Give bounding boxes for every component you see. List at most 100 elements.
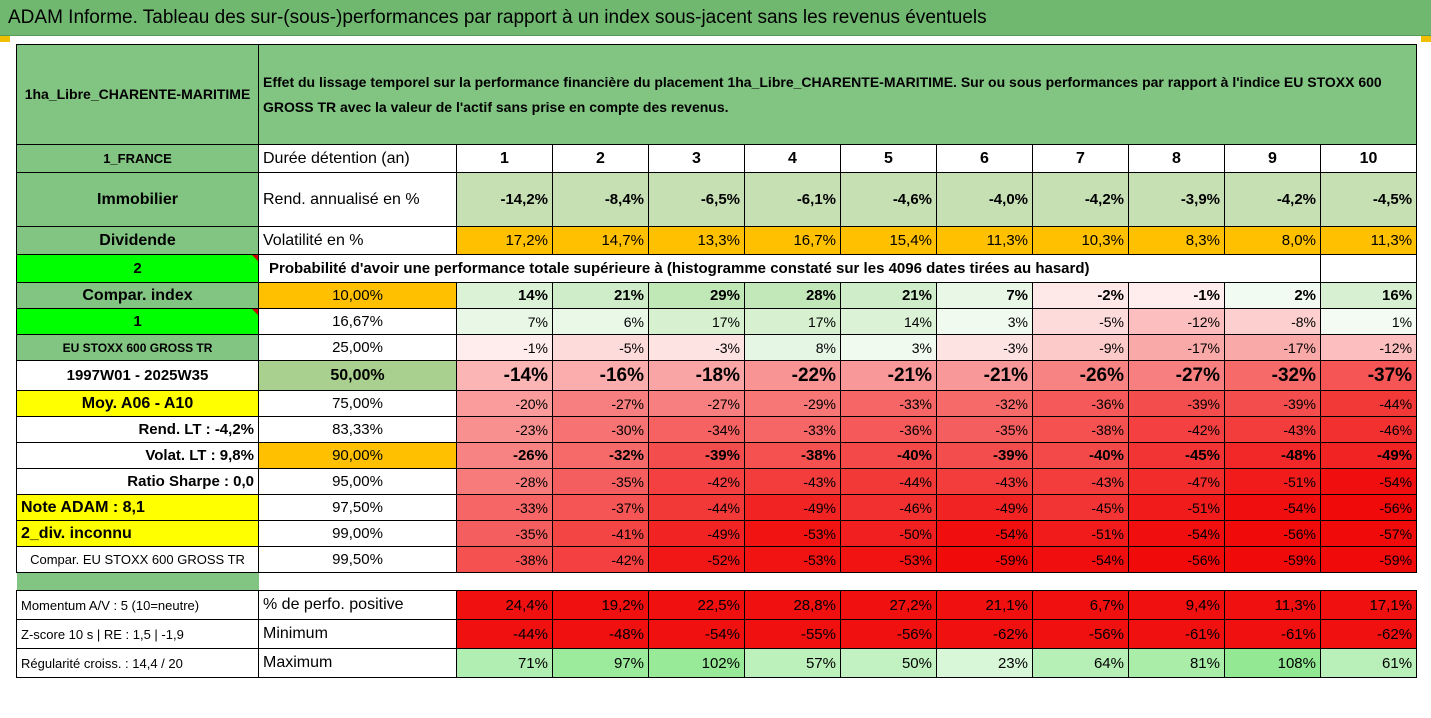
blank-cell bbox=[937, 573, 1033, 591]
blank-cell bbox=[1033, 573, 1129, 591]
probability-cell: -37% bbox=[552, 494, 649, 521]
probability-cell: -40% bbox=[840, 442, 937, 469]
maximum-cell: 23% bbox=[936, 648, 1033, 678]
maximum-cell: 64% bbox=[1032, 648, 1129, 678]
duration-label: Durée détention (an) bbox=[258, 144, 457, 173]
probability-cell: 21% bbox=[840, 282, 937, 309]
probability-cell: -41% bbox=[552, 520, 649, 547]
probability-cell: -12% bbox=[1319, 334, 1418, 361]
probability-cell: -59% bbox=[1319, 546, 1418, 573]
sharpe-label: Ratio Sharpe : 0,0 bbox=[16, 468, 259, 495]
year-cell: 3 bbox=[648, 144, 745, 173]
maximum-cell: 71% bbox=[456, 648, 553, 678]
probability-cell: -53% bbox=[744, 546, 841, 573]
probability-cell: -22% bbox=[744, 360, 841, 391]
probability-row: Volat. LT : 9,8% 90,00% -26% -32% -39% -38% -4… bbox=[16, 442, 1418, 469]
positive-cell: 19,2% bbox=[552, 590, 649, 620]
probability-cell: -43% bbox=[1032, 468, 1129, 495]
probability-cell: -3% bbox=[936, 334, 1033, 361]
probability-cell: -16% bbox=[552, 360, 649, 391]
rend-cell: -3,9% bbox=[1128, 172, 1225, 227]
probability-cell: -23% bbox=[456, 416, 553, 443]
vol-cell: 8,0% bbox=[1224, 226, 1321, 255]
blank-cell bbox=[841, 573, 937, 591]
probability-cell: -49% bbox=[648, 520, 745, 547]
rend-label: Rend. annualisé en % bbox=[258, 172, 457, 227]
maximum-cell: 108% bbox=[1224, 648, 1321, 678]
probability-cell: -51% bbox=[1224, 468, 1321, 495]
minimum-cell: -44% bbox=[456, 619, 553, 649]
probability-cell: -49% bbox=[936, 494, 1033, 521]
probability-threshold: 16,67% bbox=[258, 308, 457, 335]
probability-cell: -9% bbox=[1032, 334, 1129, 361]
probability-threshold: 75,00% bbox=[258, 390, 457, 417]
probability-cell: -35% bbox=[456, 520, 553, 547]
rend-cell: -6,5% bbox=[648, 172, 745, 227]
year-cell: 7 bbox=[1032, 144, 1129, 173]
probability-cell: -39% bbox=[936, 442, 1033, 469]
vol-cell: 13,3% bbox=[648, 226, 745, 255]
probability-cell: -40% bbox=[1032, 442, 1129, 469]
probability-cell: -21% bbox=[936, 360, 1033, 391]
probability-cell: 17% bbox=[648, 308, 745, 335]
probability-cell: -42% bbox=[552, 546, 649, 573]
rend-cell: -6,1% bbox=[744, 172, 841, 227]
rend-cell: -14,2% bbox=[456, 172, 553, 227]
minimum-cell: -61% bbox=[1128, 619, 1225, 649]
probability-cell: -21% bbox=[840, 360, 937, 391]
positive-cell: 9,4% bbox=[1128, 590, 1225, 620]
year-cell: 6 bbox=[936, 144, 1033, 173]
num2-label: 2 bbox=[16, 254, 259, 283]
vol-row: Dividende Volatilité en % 17,2% 14,7% 13… bbox=[16, 226, 1418, 255]
corner-marker bbox=[1421, 36, 1431, 42]
minimum-cell: -56% bbox=[840, 619, 937, 649]
probability-row: 2_div. inconnu 99,00% -35% -41% -49% -53% -50%… bbox=[16, 520, 1418, 547]
minimum-cell: -62% bbox=[1319, 619, 1418, 649]
probability-cell: -34% bbox=[648, 416, 745, 443]
probability-cell: -26% bbox=[1032, 360, 1129, 391]
probability-cell: -43% bbox=[1224, 416, 1321, 443]
probability-cell: 28% bbox=[744, 282, 841, 309]
probability-cell: -48% bbox=[1224, 442, 1321, 469]
probability-cell: 29% bbox=[648, 282, 745, 309]
probability-cell: 14% bbox=[456, 282, 553, 309]
corner-marker bbox=[0, 36, 10, 42]
probability-cell: -44% bbox=[648, 494, 745, 521]
moy-label: Moy. A06 - A10 bbox=[16, 390, 259, 417]
maximum-cell: 61% bbox=[1319, 648, 1418, 678]
probability-cell: -56% bbox=[1224, 520, 1321, 547]
vol-cell: 17,2% bbox=[456, 226, 553, 255]
note-label: Note ADAM : 8,1 bbox=[16, 494, 259, 521]
probability-cell: -56% bbox=[1128, 546, 1225, 573]
probability-cell: -36% bbox=[840, 416, 937, 443]
dividend-label: Dividende bbox=[16, 226, 259, 255]
probability-cell: -43% bbox=[744, 468, 841, 495]
duration-row: 1_FRANCE Durée détention (an) 1 2 3 4 5 … bbox=[16, 144, 1418, 173]
probability-cell: -26% bbox=[456, 442, 553, 469]
blank-cell bbox=[1319, 254, 1418, 283]
probability-cell: -27% bbox=[552, 390, 649, 417]
probability-cell: -53% bbox=[840, 546, 937, 573]
probability-cell: -5% bbox=[552, 334, 649, 361]
probability-cell: -45% bbox=[1032, 494, 1129, 521]
country-label: 1_FRANCE bbox=[16, 144, 259, 173]
probability-threshold: 99,50% bbox=[258, 546, 457, 573]
blank-cell bbox=[649, 573, 745, 591]
momentum-label: Momentum A/V : 5 (10=neutre) bbox=[16, 590, 259, 620]
probability-cell: -39% bbox=[1224, 390, 1321, 417]
maximum-cell: 81% bbox=[1128, 648, 1225, 678]
vol-cell: 10,3% bbox=[1032, 226, 1129, 255]
probability-cell: -3% bbox=[648, 334, 745, 361]
positive-cell: 17,1% bbox=[1319, 590, 1418, 620]
blank-cell bbox=[553, 573, 649, 591]
probability-threshold: 95,00% bbox=[258, 468, 457, 495]
probability-cell: 1% bbox=[1319, 308, 1418, 335]
probability-cell: -54% bbox=[1319, 468, 1418, 495]
rend-cell: -4,2% bbox=[1224, 172, 1321, 227]
vol-cell: 14,7% bbox=[552, 226, 649, 255]
probability-cell: -51% bbox=[1032, 520, 1129, 547]
probability-cell: -5% bbox=[1032, 308, 1129, 335]
minimum-cell: -62% bbox=[936, 619, 1033, 649]
report-title: ADAM Informe. Tableau des sur-(sous-)per… bbox=[0, 0, 1431, 36]
probability-cell: -28% bbox=[456, 468, 553, 495]
